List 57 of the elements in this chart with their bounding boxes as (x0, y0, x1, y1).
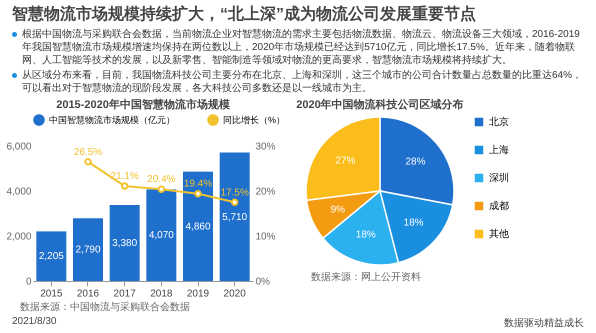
chart-title: 2020年中国物流科技公司区域分布 (296, 98, 464, 111)
text: 数据驱动精益成长 (504, 316, 584, 330)
y2-tick-label: 30% (256, 142, 276, 152)
legend-label: 上海 (489, 144, 509, 156)
text: 3,380 (112, 238, 138, 249)
x-tick-label: 2015 (40, 288, 63, 300)
y-tick-label: 0 (26, 276, 32, 288)
y-tick-label: 4,000 (6, 186, 32, 198)
y-tick-label: 6,000 (6, 142, 32, 152)
legend-label: 北京 (489, 116, 509, 128)
data-label: 19.4% (184, 178, 212, 190)
chart-title: 2015-2020年中国智慧物流市场规模 (56, 98, 231, 111)
text: 从区域分布来看，目前，我国物流科技公司主要分布在北京、上海和深圳，这三个城市的公司合计数量占总数量的比重达64%，可以看出对于智慧物流的现阶段发展，各大科技公司多数还是以一线城市为主。 (22, 69, 584, 95)
bar (183, 172, 213, 281)
x-tick-label: 2018 (150, 288, 173, 300)
data-label: 21.1% (110, 171, 139, 182)
y2-tick-label: 10% (256, 232, 276, 242)
data-label: 17.5% (220, 187, 249, 198)
bar (220, 152, 250, 281)
text: 智慧物流市场规模持续扩大，“北上深”成为物流公司发展重要节点 (12, 4, 477, 25)
point (194, 190, 202, 198)
data-label: 27% (335, 156, 356, 167)
point (120, 182, 128, 190)
text: 4,070 (148, 230, 174, 242)
x-tick-label: 2017 (114, 288, 136, 300)
data-label: 20.4% (147, 174, 176, 186)
bar (73, 218, 103, 281)
x-tick-label: 2019 (186, 288, 210, 300)
point (84, 158, 92, 166)
point (230, 198, 238, 206)
data-label: 9% (330, 204, 346, 216)
source-note: 数据来源：中国物流与采购联合会数据 (20, 300, 191, 314)
y-tick-label: 2,000 (6, 232, 32, 242)
y2-tick-label: 0% (256, 276, 270, 288)
legend-label: 成都 (489, 200, 509, 212)
text: 根据中国物流与采购联合会数据，当前物流企业对智慧物流的需求主要包括物流数据、物流云、物流设备三大领域，2016-2019年我国智慧物流市场规模增速均保持在两位数以上，2020年市场规模已经达到5710亿元，同比增长17.5%。近年来，随着物联网、人工智能等技术的发展，以及新零售、智能制造等领域对物流的更高要求，智慧物流市场规模将持续扩大。 (22, 28, 581, 67)
text: 2,205 (38, 251, 64, 262)
data-label: 18% (404, 217, 424, 228)
text: 2021/8/30 (12, 316, 56, 329)
bar (146, 189, 176, 281)
text: 2,790 (75, 244, 101, 256)
legend-label: 中国智慧物流市场规模（亿元） (49, 115, 175, 125)
point (158, 185, 166, 193)
legend-label: 深圳 (489, 172, 509, 184)
text: 4,860 (185, 221, 211, 232)
x-tick-label: 2016 (76, 288, 100, 300)
bar (36, 231, 66, 281)
data-label: 18% (356, 230, 376, 241)
y2-tick-label: 20% (256, 186, 276, 198)
data-label: 28% (405, 156, 426, 168)
legend-label: 其他 (489, 228, 509, 240)
bar (110, 204, 140, 281)
text: 5,710 (222, 212, 248, 223)
legend-label: 同比增长（%） (223, 115, 286, 125)
x-tick-label: 2020 (224, 288, 246, 300)
source-note: 数据来源：网上公开资料 (311, 270, 422, 284)
data-label: 26.5% (74, 146, 102, 158)
